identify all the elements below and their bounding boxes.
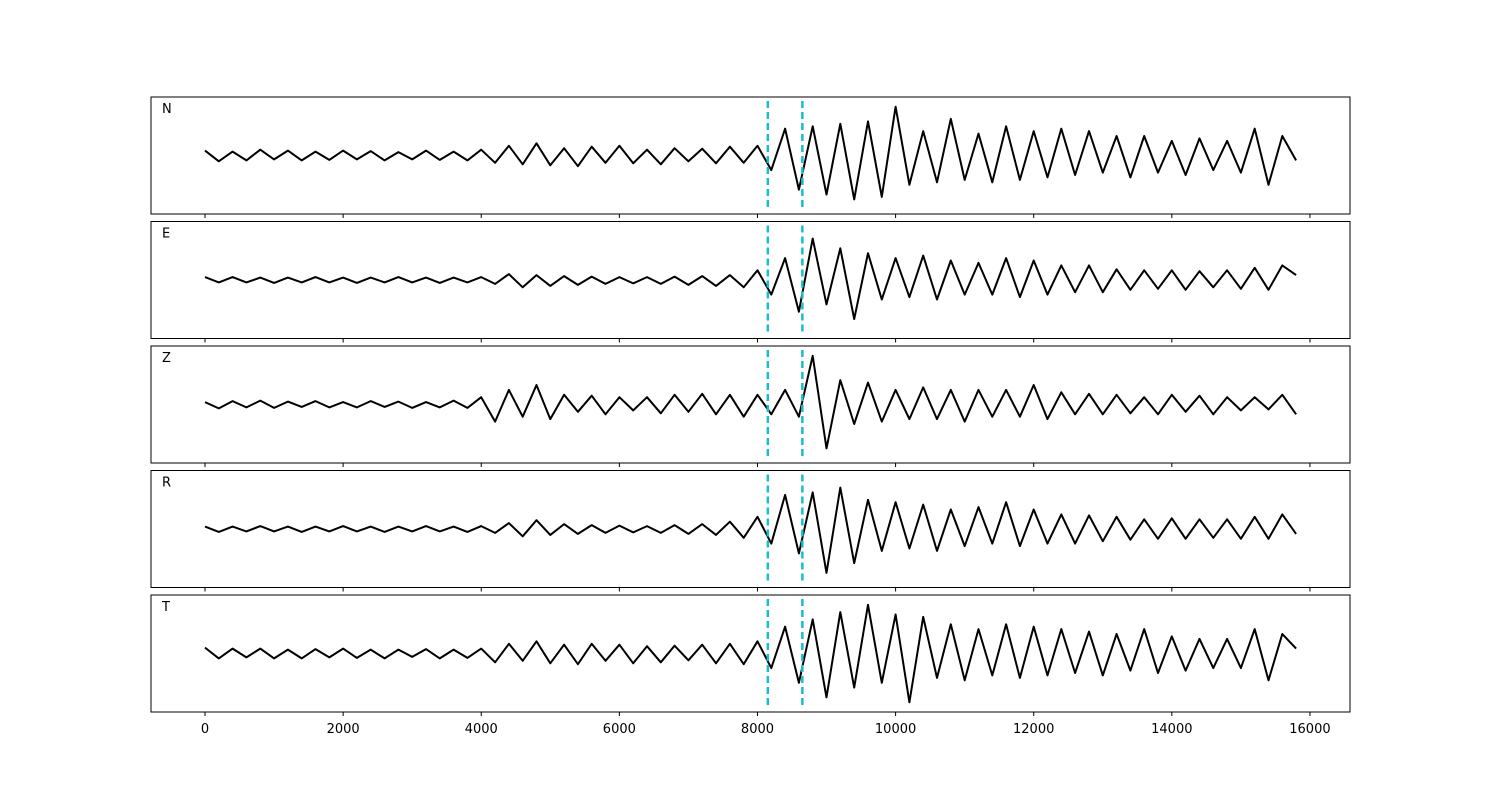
x-tick-label: 2000	[327, 722, 360, 737]
x-tick-label: 6000	[603, 722, 636, 737]
trace	[204, 105, 1297, 201]
x-tick-label: 14000	[1151, 722, 1192, 737]
panel-frame	[150, 221, 1351, 339]
x-tick-label: 10000	[875, 722, 916, 737]
trace	[204, 603, 1297, 704]
panel-frame	[150, 594, 1351, 713]
trace	[204, 486, 1297, 574]
panel-label: R	[162, 476, 171, 491]
x-tick-label: 12000	[1013, 722, 1054, 737]
panel-label: E	[162, 227, 170, 242]
panel-label: N	[162, 102, 172, 117]
x-tick-label: 16000	[1289, 722, 1330, 737]
x-tick-label: 4000	[465, 722, 498, 737]
panel-frame	[150, 345, 1351, 464]
trace	[204, 237, 1297, 320]
panel-label: T	[161, 600, 170, 615]
x-tick-label: 0	[201, 722, 209, 737]
panel-frame	[150, 470, 1351, 588]
trace	[204, 354, 1297, 450]
panel-label: Z	[162, 351, 171, 366]
x-tick-label: 8000	[741, 722, 774, 737]
panel-frame	[150, 96, 1351, 215]
